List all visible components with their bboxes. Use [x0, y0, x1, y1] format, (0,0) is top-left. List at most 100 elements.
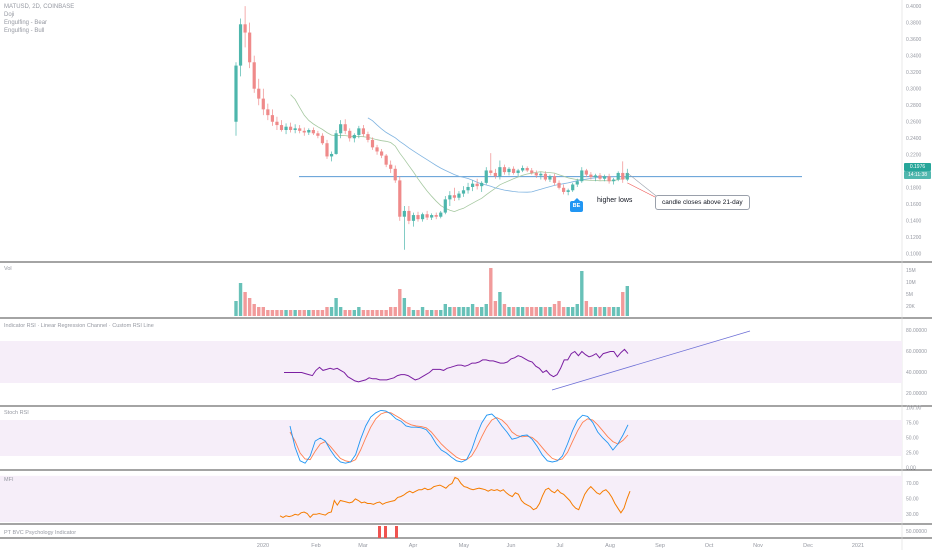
chart-legend: MATUSD, 2D, COINBASE Doji Engulfing - Be… — [4, 3, 74, 35]
candle-body — [234, 65, 238, 122]
candle-body — [311, 130, 315, 134]
volume-bar — [375, 310, 379, 316]
volume-bar — [466, 307, 470, 316]
volume-bar — [343, 310, 347, 316]
candle-body — [621, 172, 625, 180]
candle-body — [461, 190, 466, 194]
volume-bar — [571, 307, 575, 316]
price-tick-label: 0.3800 — [906, 20, 922, 26]
volume-bar — [575, 304, 579, 316]
candle-body — [425, 214, 429, 218]
legend-doji: Doji — [4, 12, 15, 18]
sma-long-line — [367, 117, 628, 193]
volume-bar — [552, 304, 557, 316]
mfi-line — [279, 476, 631, 519]
candle-body — [511, 168, 516, 173]
volume-bar — [602, 307, 607, 316]
time-axis-label: Dec — [803, 543, 813, 549]
candle-body — [493, 172, 497, 177]
volume-bar — [593, 307, 598, 316]
candle-body — [366, 134, 370, 140]
volume-bar — [357, 307, 361, 316]
candle-body — [602, 176, 607, 179]
candle-body — [298, 128, 302, 131]
candle-body — [525, 167, 529, 171]
rsi-tick-label: 60.00000 — [906, 349, 927, 355]
rsi-trendline — [551, 330, 751, 391]
time-axis-label: Feb — [311, 543, 320, 549]
volume-bar — [475, 307, 479, 316]
time-axis-label: Mar — [358, 543, 368, 549]
stoch-tick-label: 25.00 — [906, 451, 919, 457]
callout-annotation[interactable]: candle closes above 21-day — [655, 195, 750, 210]
price-tick-label: 0.3400 — [906, 53, 922, 59]
volume-label: Vol — [4, 266, 12, 272]
volume-bar — [534, 307, 538, 316]
candle-body — [307, 130, 311, 133]
mfi-band — [0, 475, 902, 522]
candle-body — [571, 184, 575, 191]
volume-bar — [384, 310, 388, 316]
volume-bar — [448, 307, 452, 316]
time-axis-label: Nov — [753, 543, 763, 549]
rsi-label: Indicator RSI · Linear Regression Channe… — [4, 323, 154, 329]
volume-bar — [325, 307, 329, 316]
time-axis-label: Apr — [409, 543, 418, 549]
volume-bar — [489, 268, 493, 316]
volume-bar — [234, 301, 238, 316]
candle-body — [302, 130, 306, 133]
volume-bar — [525, 307, 529, 316]
rsi-tick-label: 20.00000 — [906, 391, 927, 397]
candle-body — [316, 133, 320, 136]
candle-body — [543, 173, 547, 180]
candle-body — [334, 133, 338, 154]
volume-bar — [366, 310, 370, 316]
volume-bar — [420, 307, 425, 316]
volume-bar — [621, 292, 625, 316]
time-axis-label: May — [459, 543, 470, 549]
price-tick-label: 0.3000 — [906, 86, 922, 92]
rsi-tick-label: 40.00000 — [906, 370, 927, 376]
be-badge[interactable]: BE — [570, 198, 583, 212]
candle-body — [279, 125, 284, 130]
candle-body — [489, 170, 493, 173]
volume-bar — [548, 307, 552, 316]
candle-body — [343, 124, 347, 131]
candle-body — [252, 62, 256, 89]
volume-bar — [316, 310, 320, 316]
candle-body — [411, 215, 416, 221]
legend-engulfing-bear: Engulfing - Bear — [4, 20, 48, 26]
candle-body — [575, 181, 579, 185]
candle-body — [625, 172, 629, 180]
volume-bar — [598, 307, 602, 316]
candle-body — [243, 24, 247, 33]
time-axis-label: Jul — [556, 543, 563, 549]
candle-body — [589, 174, 593, 178]
volume-bar — [461, 307, 466, 316]
volume-bar — [334, 298, 338, 316]
mfi-label: MFI — [4, 477, 14, 483]
volume-bar — [370, 310, 375, 316]
candle-body — [430, 215, 434, 218]
volume-bar — [329, 307, 334, 316]
candle-body — [607, 176, 611, 182]
volume-bar — [584, 301, 589, 316]
candle-body — [384, 155, 388, 165]
volume-bar — [543, 307, 548, 316]
candle-body — [457, 193, 461, 198]
volume-bar — [270, 310, 275, 316]
price-tick-label: 0.2200 — [906, 152, 922, 158]
rsi-band — [0, 341, 902, 383]
candle-body — [275, 121, 279, 126]
candle-body — [284, 126, 288, 130]
candle-body — [357, 128, 361, 135]
volume-bar — [238, 283, 243, 316]
stoch-band — [0, 420, 902, 456]
candle-body — [370, 139, 375, 148]
time-axis-label: 2020 — [257, 543, 269, 549]
price-tick-label: 0.1000 — [906, 252, 922, 258]
volume-bar — [507, 307, 511, 316]
volume-bar — [480, 307, 484, 316]
stoch-tick-label: 0.00 — [906, 466, 916, 472]
